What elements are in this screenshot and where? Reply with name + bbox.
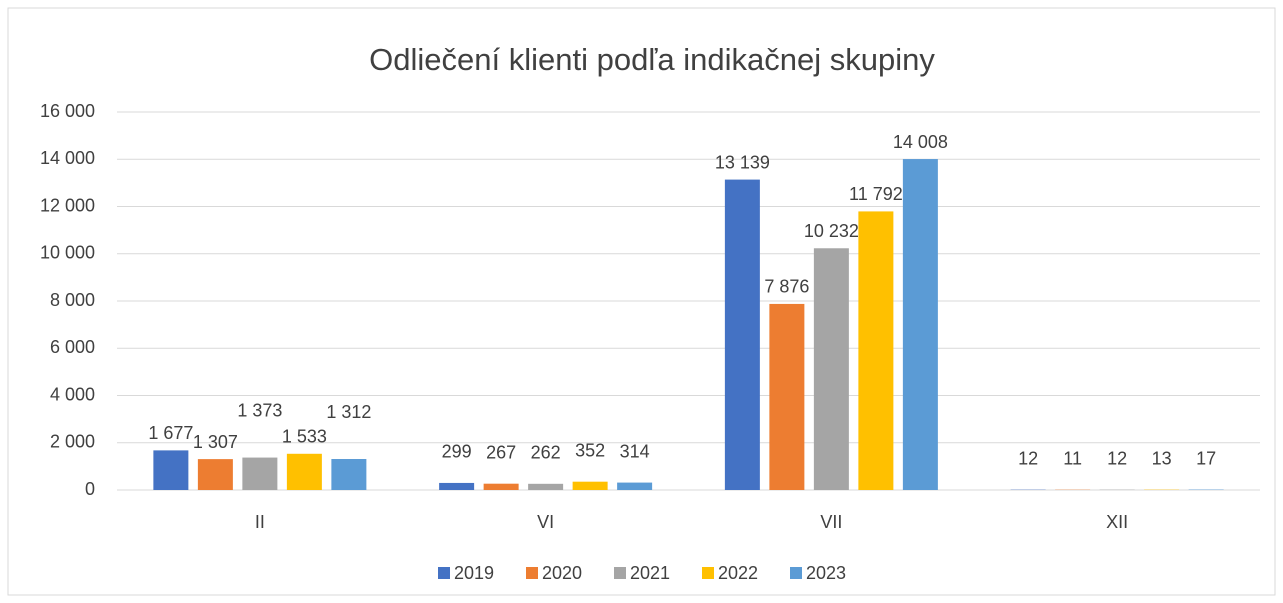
- data-label: 7 876: [764, 277, 809, 297]
- bar: [572, 481, 608, 490]
- y-tick-label: 10 000: [40, 243, 95, 263]
- data-label: 1 533: [282, 427, 327, 447]
- data-label: 13: [1152, 448, 1172, 468]
- legend-swatch: [526, 567, 538, 579]
- legend-label: 2022: [718, 563, 758, 583]
- y-tick-label: 2 000: [50, 432, 95, 452]
- y-tick-label: 14 000: [40, 148, 95, 168]
- data-label: 262: [531, 443, 561, 463]
- legend-swatch: [702, 567, 714, 579]
- x-tick-label: XII: [1106, 512, 1128, 532]
- data-label: 299: [442, 442, 472, 462]
- bar: [242, 457, 278, 490]
- bar: [483, 483, 519, 490]
- bar: [769, 303, 805, 490]
- data-label: 11 792: [849, 184, 903, 204]
- bar: [331, 459, 367, 490]
- data-label: 1 307: [193, 432, 238, 452]
- bar: [858, 211, 894, 490]
- chart-title: Odliečení klienti podľa indikačnej skupi…: [369, 42, 935, 77]
- y-tick-label: 6 000: [50, 337, 95, 357]
- data-label: 12: [1107, 448, 1127, 468]
- data-label: 267: [486, 442, 516, 462]
- data-label: 13 139: [715, 152, 770, 172]
- legend-swatch: [614, 567, 626, 579]
- data-label: 1 312: [326, 402, 371, 422]
- legend-swatch: [438, 567, 450, 579]
- y-tick-label: 4 000: [50, 384, 95, 404]
- bar: [439, 482, 475, 490]
- data-label: 10 232: [804, 221, 859, 241]
- y-tick-label: 0: [85, 479, 95, 499]
- data-label: 12: [1018, 448, 1038, 468]
- data-label: 314: [620, 441, 650, 461]
- x-tick-label: VI: [537, 512, 554, 532]
- bar: [286, 453, 322, 490]
- legend-label: 2019: [454, 563, 494, 583]
- legend-swatch: [790, 567, 802, 579]
- y-tick-label: 16 000: [40, 101, 95, 121]
- bar: [724, 179, 760, 490]
- data-label: 11: [1063, 448, 1082, 468]
- bar: [902, 159, 938, 490]
- bar: [617, 482, 653, 490]
- y-tick-label: 12 000: [40, 195, 95, 215]
- bar: [197, 459, 233, 490]
- bar: [528, 483, 564, 490]
- y-tick-label: 8 000: [50, 290, 95, 310]
- bar: [813, 248, 849, 490]
- data-label: 1 677: [148, 423, 193, 443]
- bar: [153, 450, 189, 490]
- x-tick-label: VII: [820, 512, 842, 532]
- data-label: 352: [575, 440, 605, 460]
- legend-label: 2020: [542, 563, 582, 583]
- legend-label: 2023: [806, 563, 846, 583]
- x-tick-label: II: [255, 512, 265, 532]
- data-label: 17: [1196, 448, 1216, 468]
- legend-label: 2021: [630, 563, 670, 583]
- data-label: 14 008: [893, 132, 948, 152]
- data-label: 1 373: [237, 400, 282, 420]
